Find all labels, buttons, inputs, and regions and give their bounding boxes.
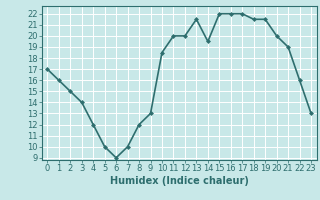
X-axis label: Humidex (Indice chaleur): Humidex (Indice chaleur) [110, 176, 249, 186]
